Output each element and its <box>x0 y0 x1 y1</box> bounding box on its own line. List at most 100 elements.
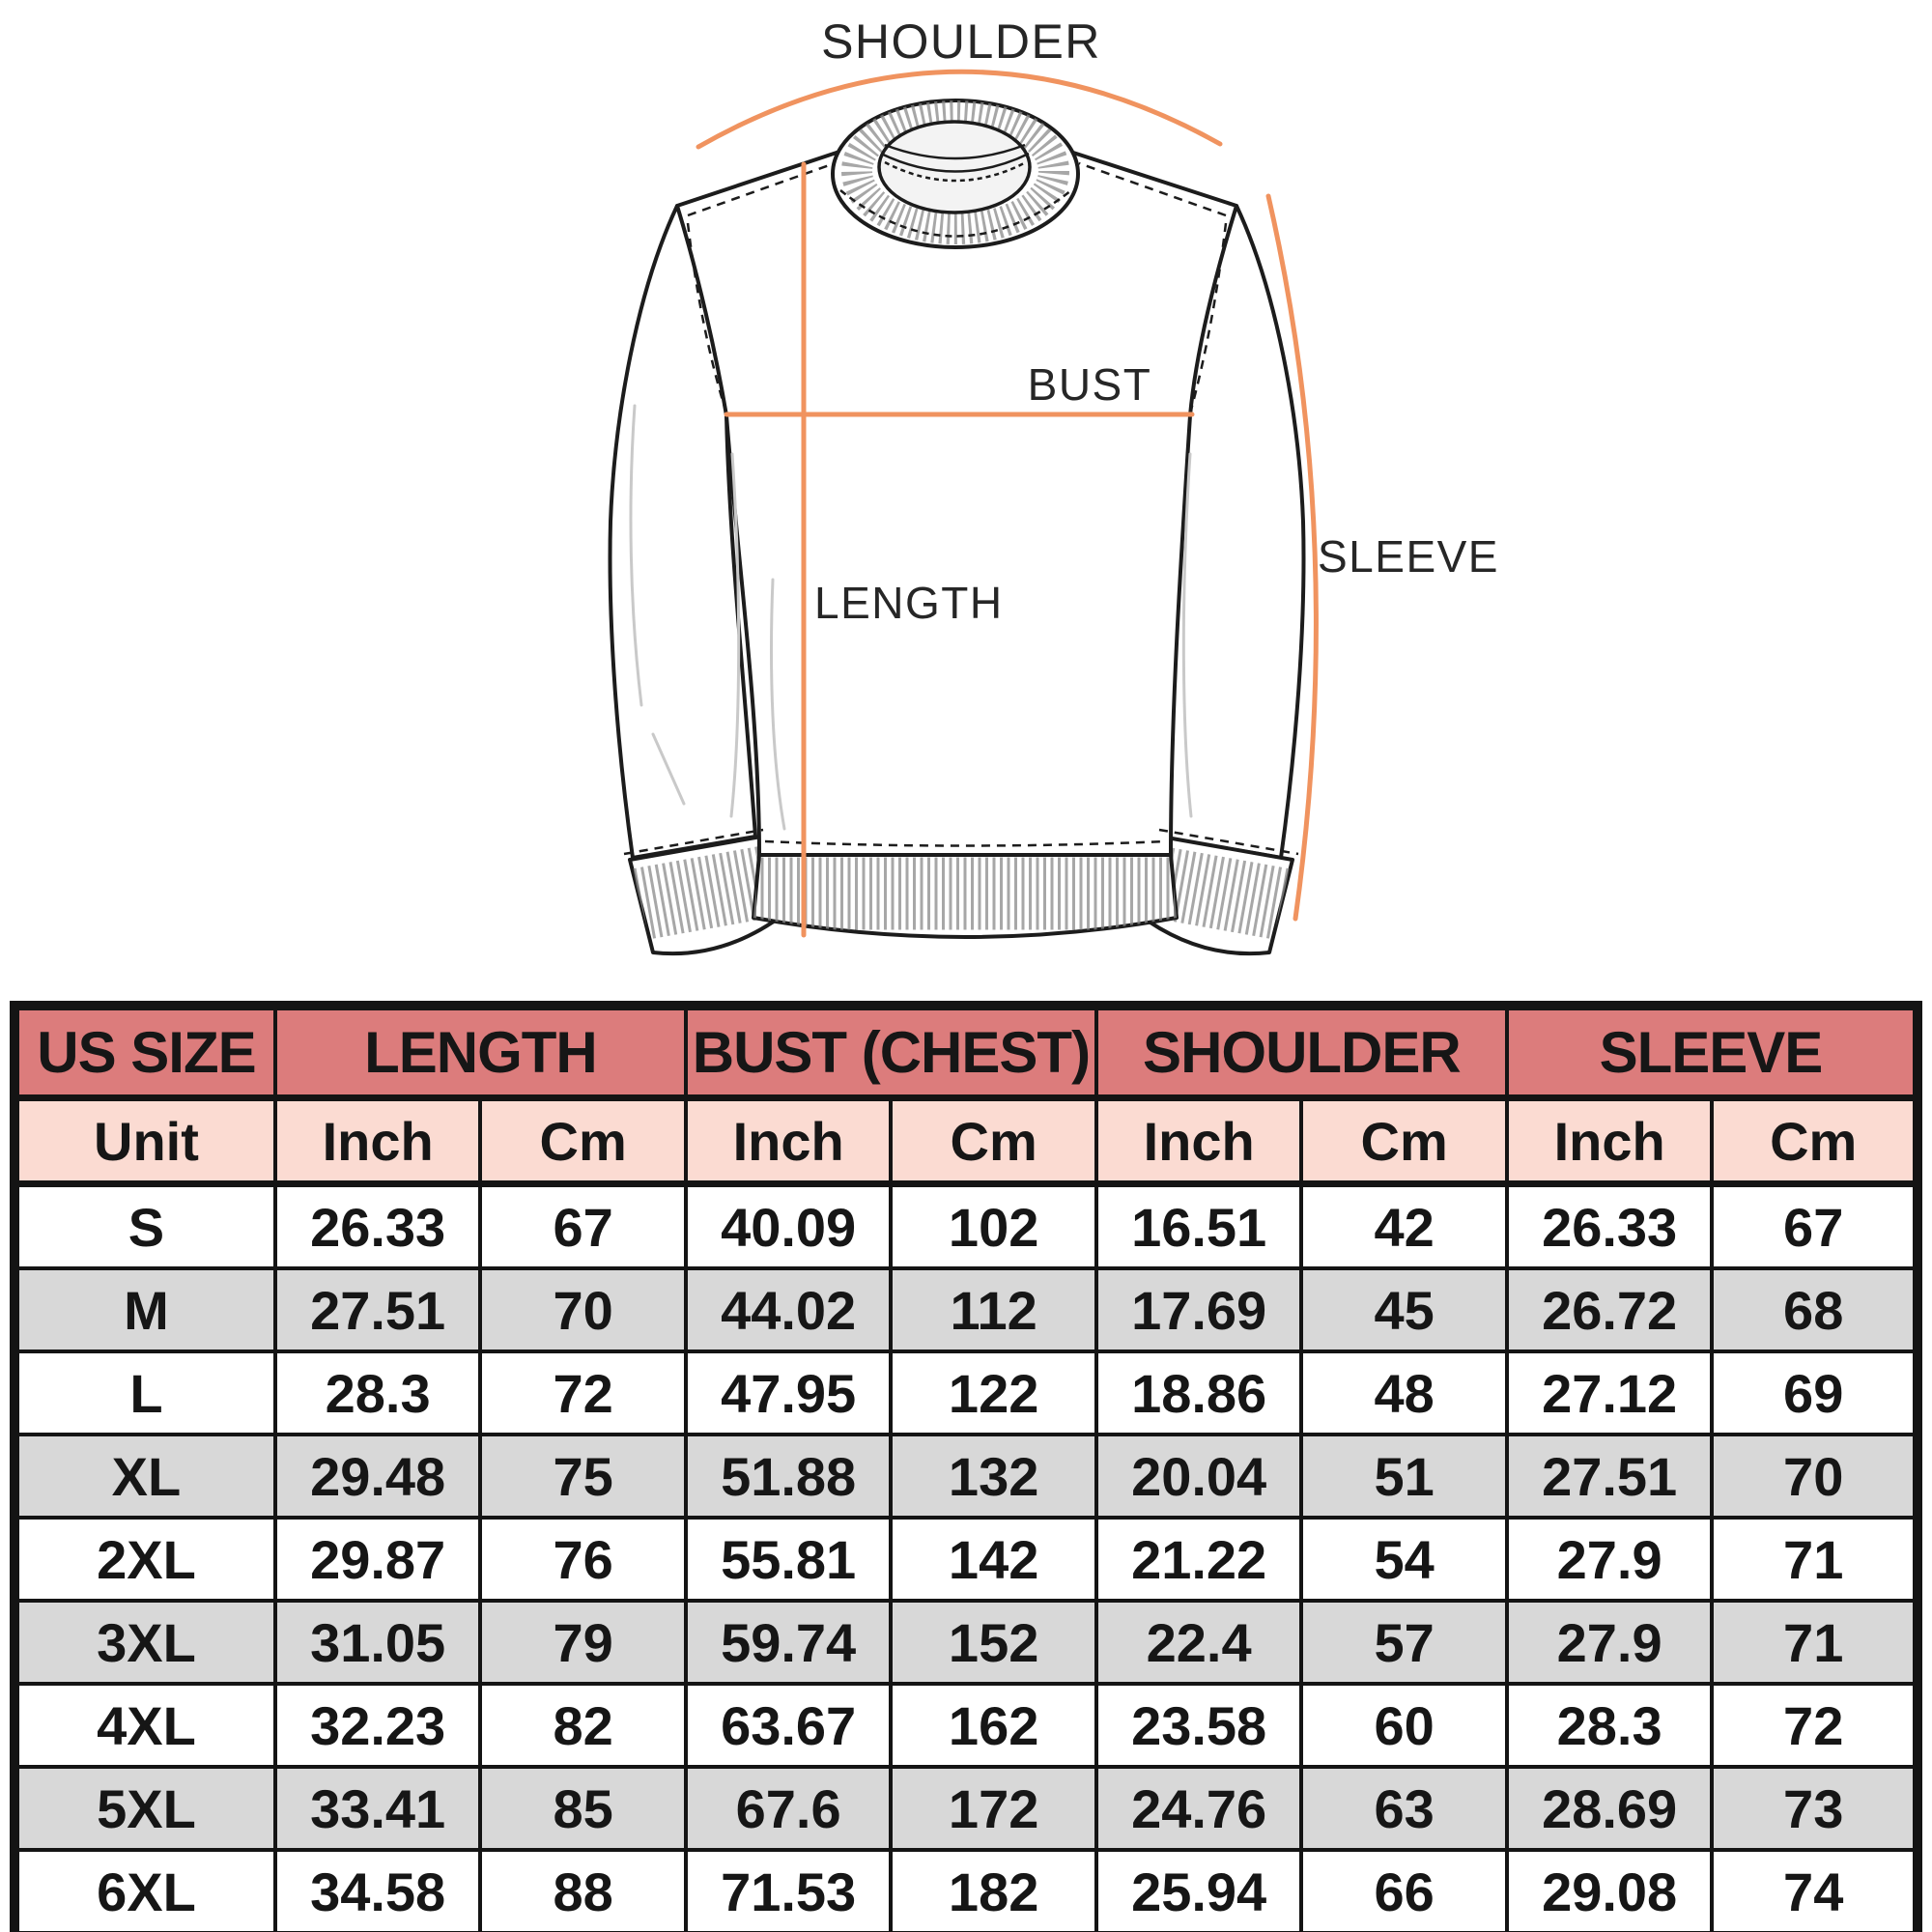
table-row: 4XL 32.23 82 63.67 162 23.58 60 28.3 72 <box>13 1682 1919 1769</box>
value-cell: 142 <box>889 1516 1098 1603</box>
value-cell: 63 <box>1299 1765 1509 1852</box>
table-row: 2XL 29.87 76 55.81 142 21.22 54 27.9 71 <box>13 1516 1919 1603</box>
value-cell: 40.09 <box>683 1181 894 1270</box>
collar <box>831 99 1080 249</box>
value-cell: 24.76 <box>1094 1765 1304 1852</box>
unit-cell: Inch <box>1504 1095 1715 1187</box>
cuff-seam <box>623 828 764 856</box>
value-cell: 25.94 <box>1094 1848 1304 1932</box>
length-label: LENGTH <box>814 578 1004 628</box>
value-cell: 75 <box>478 1433 688 1520</box>
size-cell: XL <box>13 1433 277 1520</box>
value-cell: 69 <box>1710 1350 1919 1436</box>
value-cell: 172 <box>889 1765 1098 1852</box>
value-cell: 57 <box>1299 1599 1509 1686</box>
cuff-seam <box>1158 828 1299 856</box>
size-cell: 4XL <box>13 1682 277 1769</box>
shoulder-seam <box>1078 161 1227 217</box>
value-cell: 29.87 <box>272 1516 483 1603</box>
value-cell: 48 <box>1299 1350 1509 1436</box>
table-header-row: US SIZE LENGTH BUST (CHEST) SHOULDER SLE… <box>13 1004 1920 1101</box>
table-row: 6XL 34.58 88 71.53 182 25.94 66 29.08 74 <box>13 1848 1919 1932</box>
value-cell: 85 <box>478 1765 688 1852</box>
value-cell: 31.05 <box>272 1599 483 1686</box>
value-cell: 23.58 <box>1094 1682 1304 1769</box>
table-row: 3XL 31.05 79 59.74 152 22.4 57 27.9 71 <box>13 1599 1919 1686</box>
value-cell: 66 <box>1299 1848 1509 1932</box>
value-cell: 102 <box>889 1181 1098 1270</box>
value-cell: 68 <box>1710 1266 1919 1353</box>
sleeve-shading <box>629 404 643 707</box>
value-cell: 71.53 <box>683 1848 894 1932</box>
size-cell: S <box>13 1181 277 1270</box>
size-cell: M <box>13 1266 277 1353</box>
value-cell: 28.3 <box>1504 1682 1715 1769</box>
size-cell: 5XL <box>13 1765 277 1852</box>
value-cell: 17.69 <box>1094 1266 1304 1353</box>
value-cell: 182 <box>889 1848 1098 1932</box>
value-cell: 44.02 <box>683 1266 894 1353</box>
value-cell: 152 <box>889 1599 1098 1686</box>
value-cell: 82 <box>478 1682 688 1769</box>
unit-cell: Inch <box>272 1095 483 1187</box>
body-shading <box>770 578 786 831</box>
value-cell: 55.81 <box>683 1516 894 1603</box>
hem-band <box>752 853 1179 939</box>
value-cell: 67.6 <box>683 1765 894 1852</box>
value-cell: 21.22 <box>1094 1516 1304 1603</box>
value-cell: 73 <box>1710 1765 1919 1852</box>
value-cell: 76 <box>478 1516 688 1603</box>
size-table: US SIZE LENGTH BUST (CHEST) SHOULDER SLE… <box>10 1001 1922 1932</box>
value-cell: 42 <box>1299 1181 1509 1270</box>
value-cell: 70 <box>478 1266 688 1353</box>
value-cell: 26.72 <box>1504 1266 1715 1353</box>
value-cell: 79 <box>478 1599 688 1686</box>
value-cell: 32.23 <box>272 1682 483 1769</box>
value-cell: 26.33 <box>272 1181 483 1270</box>
col-header-shoulder: SHOULDER <box>1094 1004 1509 1101</box>
value-cell: 63.67 <box>683 1682 894 1769</box>
value-cell: 72 <box>478 1350 688 1436</box>
value-cell: 27.9 <box>1504 1516 1715 1603</box>
value-cell: 112 <box>889 1266 1098 1353</box>
sleeve-measure-line <box>1265 193 1319 922</box>
value-cell: 29.08 <box>1504 1848 1715 1932</box>
size-cell: 2XL <box>13 1516 277 1603</box>
sleeve-label: SLEEVE <box>1318 531 1499 582</box>
size-table-body: S 26.33 67 40.09 102 16.51 42 26.33 67 M 27.51 70 44… <box>13 1181 1919 1932</box>
value-cell: 29.48 <box>272 1433 483 1520</box>
table-row: M 27.51 70 44.02 112 17.69 45 26.72 68 <box>13 1266 1919 1353</box>
value-cell: 122 <box>889 1350 1098 1436</box>
value-cell: 67 <box>1710 1181 1919 1270</box>
armhole-seam <box>1188 222 1228 414</box>
value-cell: 28.3 <box>272 1350 483 1436</box>
table-row: L 28.3 72 47.95 122 18.86 48 27.12 69 <box>13 1350 1919 1436</box>
armhole-seam <box>686 222 728 414</box>
sleeve-shading <box>729 452 741 818</box>
value-cell: 72 <box>1710 1682 1919 1769</box>
value-cell: 47.95 <box>683 1350 894 1436</box>
value-cell: 26.33 <box>1504 1181 1715 1270</box>
shoulder-label: SHOULDER <box>821 14 1101 69</box>
value-cell: 67 <box>478 1181 688 1270</box>
value-cell: 60 <box>1299 1682 1509 1769</box>
value-cell: 71 <box>1710 1516 1919 1603</box>
value-cell: 18.86 <box>1094 1350 1304 1436</box>
col-header-sleeve: SLEEVE <box>1504 1004 1920 1101</box>
value-cell: 54 <box>1299 1516 1509 1603</box>
value-cell: 22.4 <box>1094 1599 1304 1686</box>
unit-cell: Cm <box>478 1095 688 1187</box>
value-cell: 16.51 <box>1094 1181 1304 1270</box>
value-cell: 20.04 <box>1094 1433 1304 1520</box>
value-cell: 27.51 <box>1504 1433 1715 1520</box>
unit-cell: Cm <box>1299 1095 1509 1187</box>
unit-cell: Cm <box>1710 1095 1919 1187</box>
hem-seam <box>764 839 1166 847</box>
unit-cell: Unit <box>13 1095 277 1187</box>
value-cell: 51 <box>1299 1433 1509 1520</box>
value-cell: 34.58 <box>272 1848 483 1932</box>
value-cell: 27.12 <box>1504 1350 1715 1436</box>
size-cell: L <box>13 1350 277 1436</box>
bust-label: BUST <box>1028 359 1152 410</box>
